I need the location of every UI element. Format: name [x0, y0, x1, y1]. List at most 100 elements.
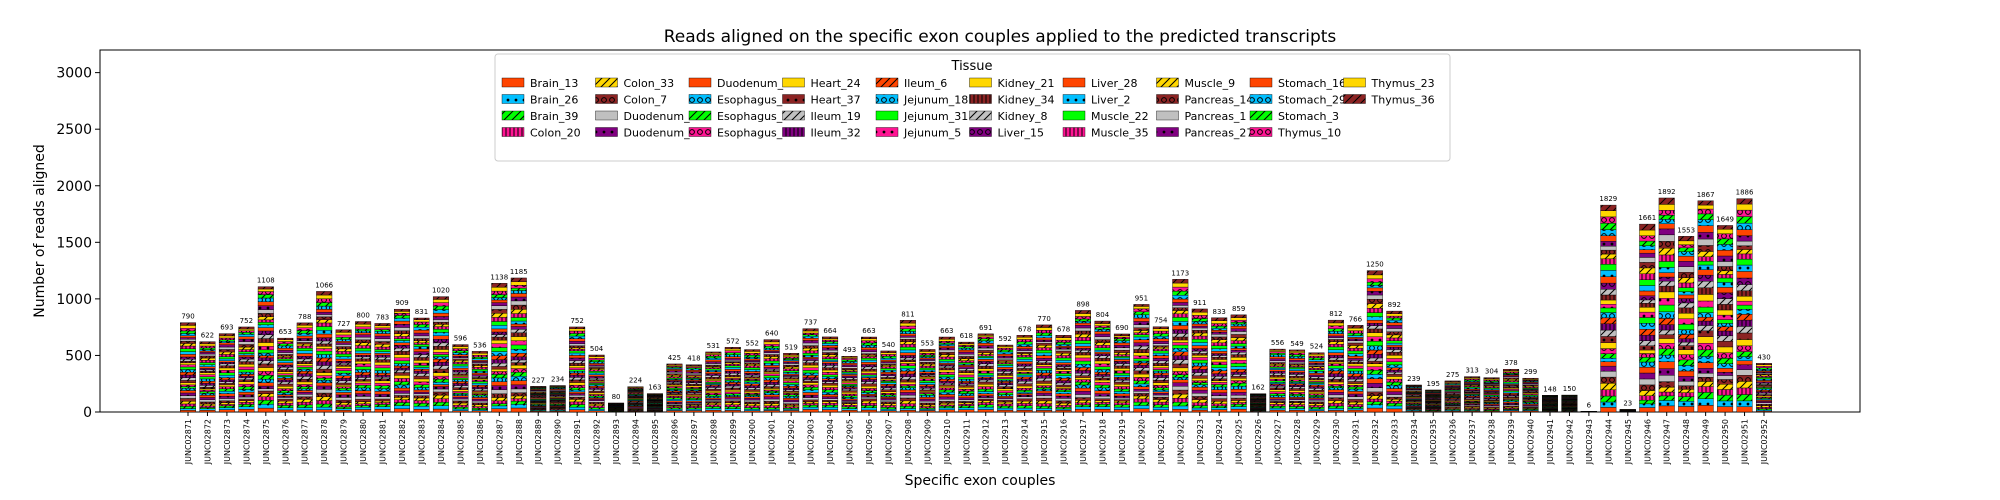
- bar-segment: [1658, 400, 1675, 407]
- bar-segment: [802, 382, 819, 386]
- bar-segment: [180, 325, 196, 329]
- bar-segment: [1386, 352, 1403, 356]
- bar-segment: [958, 386, 975, 390]
- bar-segment: [1600, 304, 1617, 309]
- bar-segment: [180, 343, 196, 347]
- legend-item: Jejunum_5: [875, 127, 961, 140]
- bar-segment: [1386, 334, 1403, 339]
- bar-segment: [316, 357, 333, 362]
- bar-segment: [1036, 339, 1053, 342]
- bar-segment: [1211, 409, 1228, 413]
- bar-segment: [1211, 407, 1228, 410]
- bar-segment: [744, 362, 761, 365]
- bar-segment: [1347, 381, 1364, 384]
- bar-segment: [822, 354, 839, 358]
- bar-segment: [180, 410, 196, 413]
- bar-segment: [763, 341, 780, 345]
- bar-segment: [1386, 403, 1403, 407]
- bar-segment: [899, 335, 916, 338]
- bar-segment: [744, 381, 761, 384]
- bar-segment: [880, 385, 897, 389]
- bar-segment: [1075, 352, 1091, 356]
- legend-item: Stomach_29: [1249, 94, 1346, 107]
- bar-segment: [277, 355, 294, 358]
- bar-segment: [1055, 339, 1072, 343]
- x-tick-label: JUNC02892: [593, 419, 602, 465]
- bar-segment: [452, 350, 469, 353]
- bar-segment: [1717, 244, 1734, 251]
- bar-segment: [724, 352, 741, 355]
- x-tick-label: JUNC02887: [495, 419, 504, 465]
- legend-item: Ileum_6: [875, 77, 947, 90]
- bar-segment: [1366, 354, 1383, 359]
- bar-segment: [491, 405, 508, 409]
- bar-segment: [238, 326, 255, 330]
- bar-segment: [1016, 398, 1033, 402]
- bar-segment: [1678, 272, 1695, 278]
- bar-segment: [1211, 367, 1228, 371]
- legend-label: Pancreas_27: [1185, 127, 1254, 140]
- bar-segment: [1152, 393, 1169, 396]
- bar-segment: [1269, 393, 1286, 396]
- bar-segment: [316, 291, 333, 296]
- bar-segment: [705, 388, 722, 392]
- y-tick-label: 1500: [56, 235, 92, 251]
- bar-segment: [1075, 402, 1091, 406]
- bar-segment: [1094, 369, 1111, 373]
- bar-segment: [977, 388, 994, 392]
- bar-segment: [802, 355, 819, 358]
- bar-segment: [1113, 368, 1130, 372]
- bar-segment: [724, 354, 741, 357]
- bar-segment: [296, 396, 313, 400]
- bar-segment: [1386, 361, 1403, 366]
- bar-segment: [1191, 345, 1208, 349]
- bar-segment: [822, 381, 839, 384]
- bar-segment: [1600, 249, 1617, 255]
- bar-segment: [277, 358, 294, 361]
- bar-segment: [1386, 373, 1403, 377]
- legend-label: Heart_24: [811, 77, 861, 90]
- x-tick-label: JUNC02928: [1293, 419, 1302, 465]
- bar-segment: [997, 394, 1014, 397]
- bar-segment: [394, 405, 411, 409]
- bar-segment: [1094, 347, 1111, 351]
- bar-segment: [666, 381, 683, 384]
- bar-segment: [705, 385, 722, 388]
- bar-segment: [1308, 359, 1325, 362]
- bar-segment: [1036, 388, 1053, 392]
- bar-total-label: 909: [395, 299, 408, 307]
- bar-segment: [296, 356, 313, 360]
- bar-segment: [374, 323, 391, 327]
- bar-segment: [958, 401, 975, 404]
- bar-segment: [938, 345, 955, 348]
- y-tick-label: 2500: [56, 122, 92, 138]
- bar-segment: [1269, 351, 1286, 354]
- bar-segment: [510, 281, 527, 286]
- bar-segment: [763, 367, 780, 370]
- bar-segment: [997, 390, 1014, 393]
- bar-segment: [763, 391, 780, 394]
- bar-segment: [1152, 336, 1169, 340]
- bar-segment: [977, 338, 994, 342]
- legend-item: Esophagus_12: [688, 94, 796, 107]
- bar-segment: [199, 345, 216, 349]
- bar-segment: [744, 396, 761, 399]
- bar-segment: [666, 370, 683, 373]
- bar-segment: [491, 325, 508, 330]
- bar-segment: [1736, 277, 1753, 285]
- bar-segment: [452, 398, 469, 402]
- bar-segment: [238, 334, 255, 337]
- bar-segment: [1230, 328, 1247, 332]
- bar-segment: [510, 309, 527, 314]
- bar-segment: [938, 396, 955, 400]
- bar-segment: [1152, 328, 1169, 332]
- bar-segment: [1016, 393, 1033, 396]
- bar-segment: [257, 288, 274, 292]
- bar-segment: [218, 344, 235, 348]
- bar-segment: [1191, 327, 1208, 331]
- bar-segment: [238, 386, 255, 390]
- bar-segment: [861, 379, 877, 382]
- bar-segment: [783, 387, 800, 390]
- bar-segment: [1289, 376, 1306, 379]
- bar-segment: [394, 327, 411, 331]
